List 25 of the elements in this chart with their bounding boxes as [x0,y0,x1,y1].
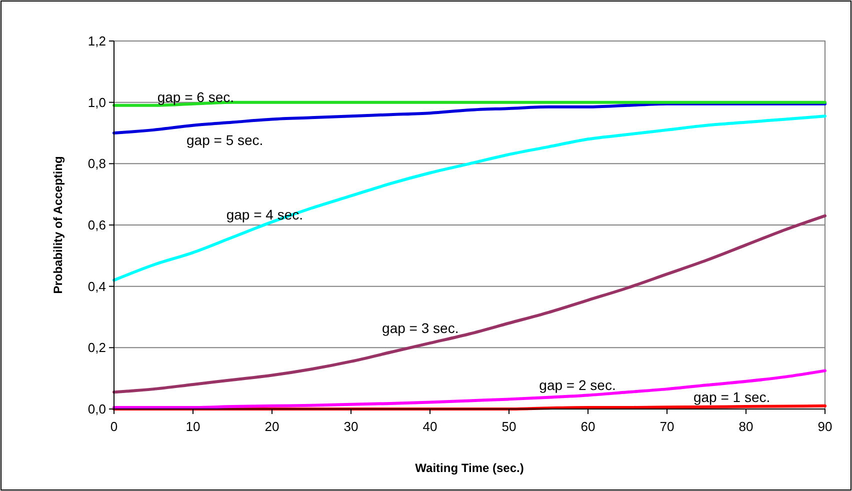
x-tick-label: 0 [110,419,118,434]
x-tick-label: 10 [186,419,200,434]
y-axis-title: Probability of Accepting [51,156,65,294]
x-axis-title: Waiting Time (sec.) [415,461,524,475]
x-tick-label: 60 [580,419,596,434]
y-tick-label: 0,0 [88,402,106,417]
series-label: gap = 5 sec. [186,132,264,148]
x-tick-label: 70 [660,419,674,434]
y-tick-label: 0,4 [88,278,106,294]
y-tick-label: 1,0 [88,94,106,110]
y-tick-label: 0,2 [88,340,106,356]
series-label: gap = 6 sec. [157,89,234,106]
series-label: gap = 3 sec. [382,320,459,336]
x-tick-label: 30 [344,419,358,434]
y-tick-label: 0,8 [88,156,106,172]
series-label: gap = 1 sec. [693,388,770,405]
series-label: gap = 2 sec. [539,376,616,393]
x-tick-label: 20 [264,419,280,434]
x-tick-label: 80 [738,419,754,434]
x-tick-label: 50 [502,419,516,434]
y-tick-label: 0,6 [88,218,106,233]
y-tick-label: 1,2 [88,34,106,49]
x-tick-label: 40 [422,419,438,434]
line-series [112,114,826,282]
x-tick-label: 90 [818,419,832,434]
